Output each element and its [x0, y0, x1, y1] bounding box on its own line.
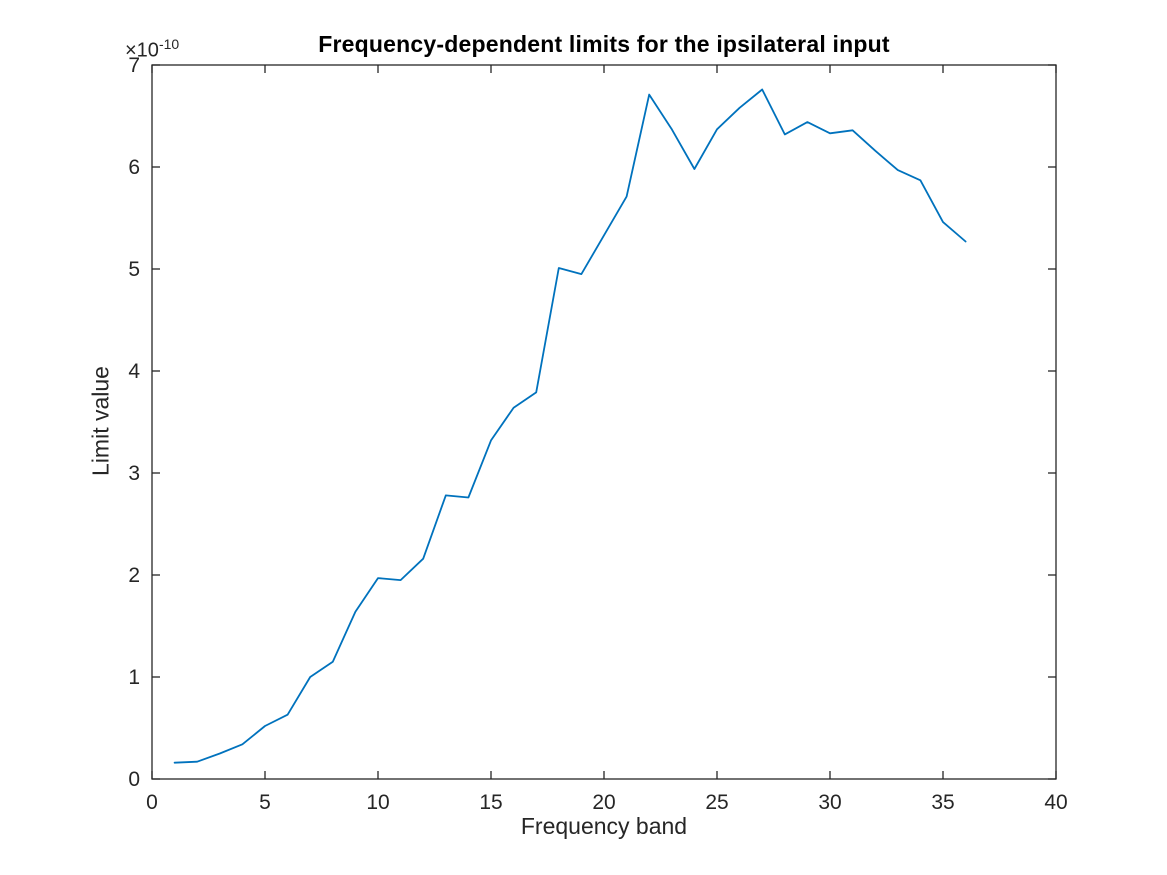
- x-tick-label: 15: [479, 791, 502, 814]
- exponent-base: ×10: [125, 39, 159, 62]
- y-tick-label: 7: [128, 54, 140, 77]
- x-tick-label: 20: [592, 791, 615, 814]
- data-series-line: [173, 88, 967, 764]
- x-tick-label: 0: [146, 791, 158, 814]
- chart-title: Frequency-dependent limits for the ipsil…: [318, 31, 890, 57]
- x-tick-label: 25: [705, 791, 728, 814]
- y-tick-label: 5: [128, 258, 140, 281]
- x-tick-label: 40: [1044, 791, 1067, 814]
- y-tick-label: 1: [128, 666, 140, 689]
- x-tick-label: 10: [366, 791, 389, 814]
- y-tick-label: 4: [128, 360, 140, 383]
- x-tick-label: 35: [931, 791, 954, 814]
- x-tick-label: 30: [818, 791, 841, 814]
- y-tick-label: 6: [128, 156, 140, 179]
- x-axis-label: Frequency band: [520, 813, 688, 839]
- plot-frame: [151, 64, 1057, 780]
- y-tick-label: 0: [128, 768, 140, 791]
- x-tick-label: 5: [259, 791, 271, 814]
- y-tick-label: 2: [128, 564, 140, 587]
- y-tick-label: 3: [128, 462, 140, 485]
- exponent-power: -10: [158, 36, 180, 52]
- y-axis-exponent-label: ×10-10: [125, 36, 179, 63]
